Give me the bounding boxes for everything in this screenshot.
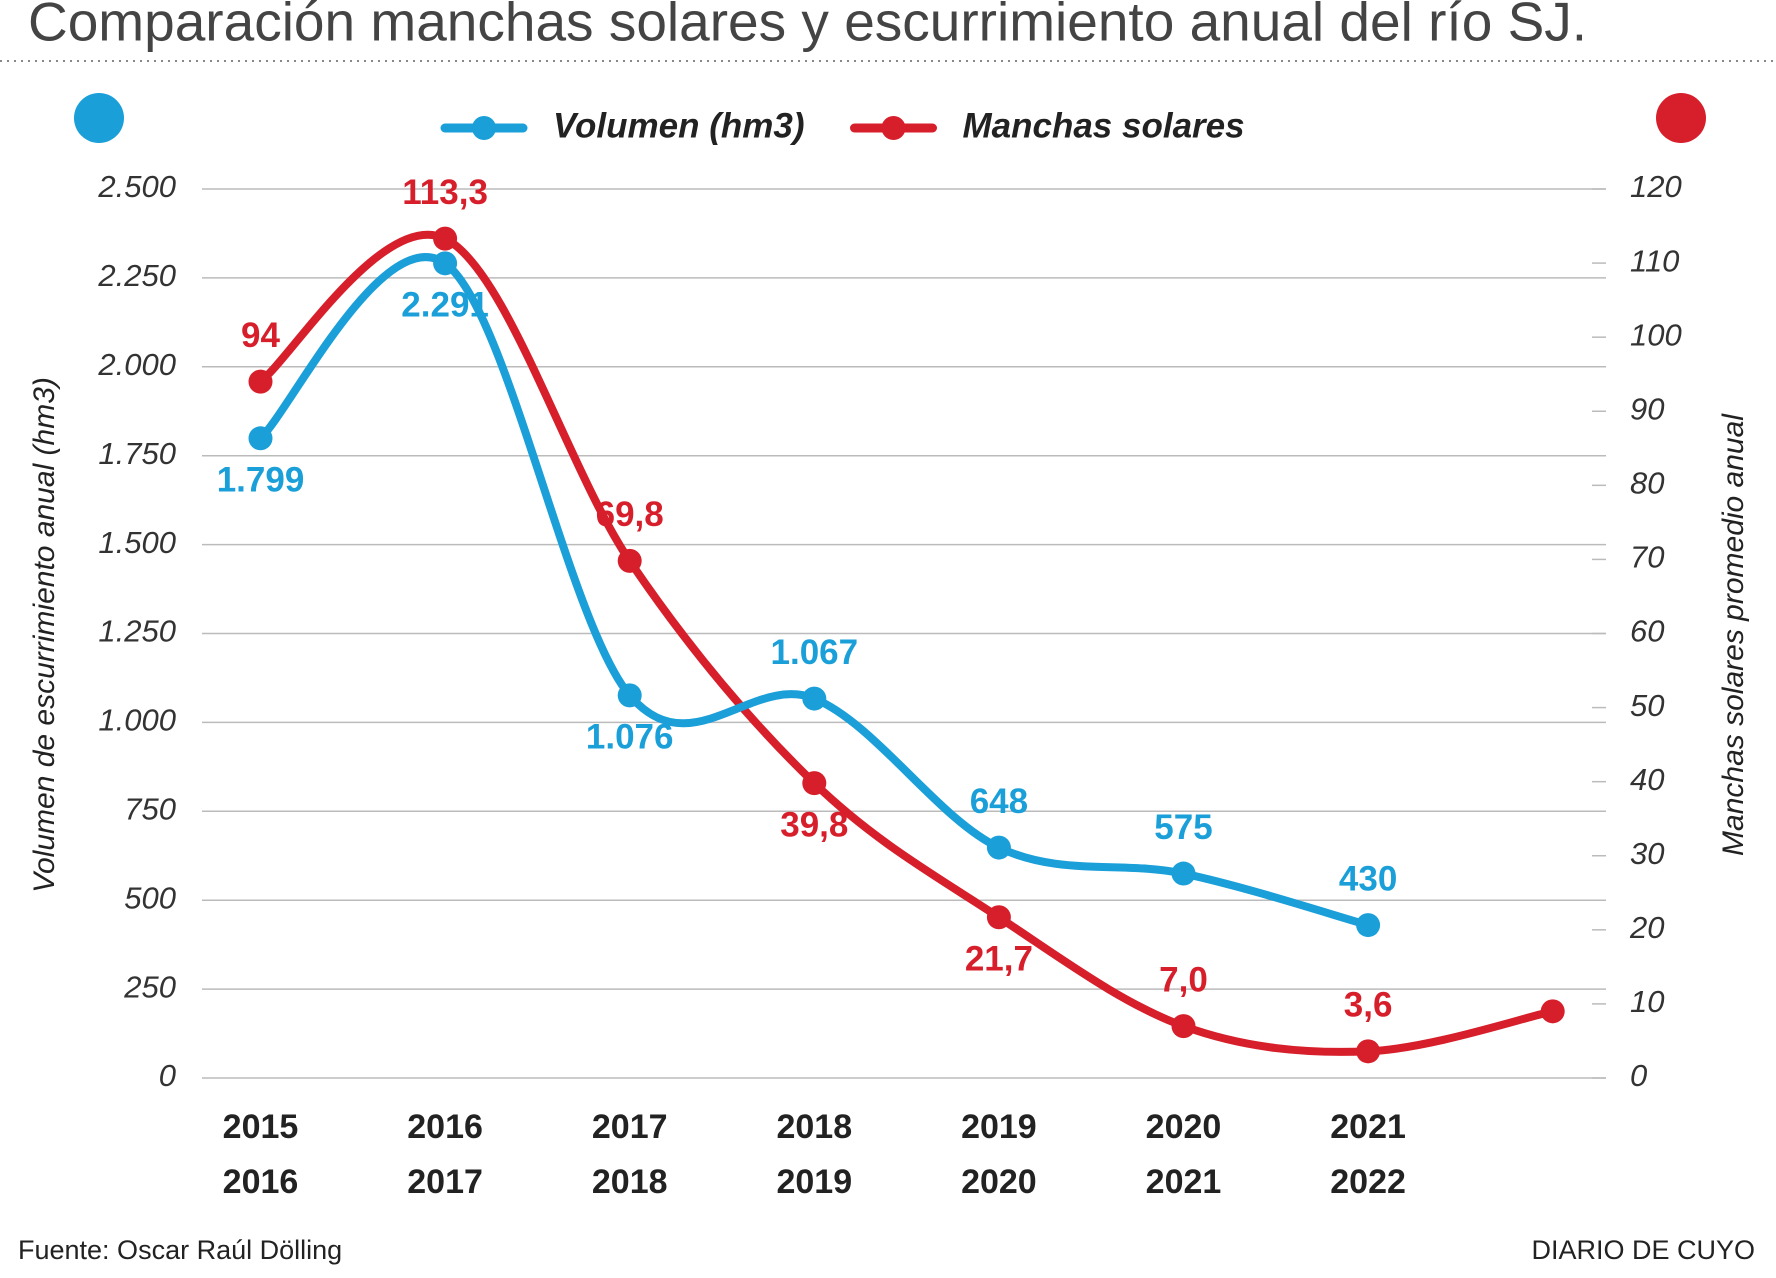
data-label: 575 <box>1154 808 1212 847</box>
x-tick-label: 2017 <box>407 1163 483 1201</box>
y2-tick-label: 0 <box>1630 1058 1647 1093</box>
data-label: 7,0 <box>1159 960 1208 999</box>
point <box>802 771 827 796</box>
x-tick-label: 2020 <box>1146 1108 1222 1146</box>
y2-tick-label: 50 <box>1630 688 1664 723</box>
point <box>986 835 1011 860</box>
y2-tick-label: 20 <box>1629 910 1664 945</box>
data-label: 94 <box>241 316 280 355</box>
y-tick-label: 500 <box>124 880 176 915</box>
legend-marker <box>472 116 496 140</box>
y-tick-label: 2.250 <box>97 258 176 293</box>
chart-title: Comparación manchas solares y escurrimie… <box>28 0 1587 53</box>
point <box>248 426 273 451</box>
y2-axis-title: Manchas solares promedio anual <box>1717 413 1750 856</box>
y2-tick-label: 30 <box>1630 836 1664 871</box>
point <box>248 369 273 394</box>
y-tick-label: 1.000 <box>98 703 176 738</box>
data-label: 430 <box>1339 859 1397 898</box>
legend-label: Manchas solares <box>963 106 1245 145</box>
data-label: 648 <box>970 782 1028 821</box>
x-tick-label: 2019 <box>776 1163 852 1201</box>
x-tick-label: 2018 <box>776 1108 852 1146</box>
point <box>802 686 827 711</box>
y2-tick-label: 40 <box>1630 762 1664 797</box>
point <box>1356 1039 1381 1064</box>
point <box>617 683 642 708</box>
source: Fuente: Oscar Raúl Dölling <box>18 1235 342 1265</box>
y-tick-label: 0 <box>159 1058 176 1093</box>
x-tick-label: 2018 <box>592 1163 668 1201</box>
x-tick-label: 2015 <box>223 1108 299 1146</box>
y-tick-label: 2.500 <box>97 169 176 204</box>
x-tick-label: 2020 <box>961 1163 1037 1201</box>
x-tick-label: 2016 <box>223 1163 299 1201</box>
y-tick-label: 250 <box>123 969 176 1004</box>
point <box>1171 1014 1196 1039</box>
x-tick-label: 2016 <box>407 1108 483 1146</box>
point <box>1540 999 1565 1024</box>
y-tick-label: 1.500 <box>98 525 176 560</box>
series-line <box>256 231 1557 1056</box>
y-tick-label: 2.000 <box>97 347 176 382</box>
y-tick-label: 750 <box>124 791 176 826</box>
y2-tick-label: 120 <box>1630 169 1682 204</box>
left-axis-indicator <box>74 93 124 143</box>
data-label: 69,8 <box>596 495 664 534</box>
legend: Volumen (hm3) Manchas solares <box>440 106 1245 145</box>
data-label: 3,6 <box>1344 986 1393 1025</box>
data-label: 39,8 <box>780 805 848 844</box>
point <box>433 251 458 276</box>
y-tick-label: 1.250 <box>98 614 176 649</box>
data-label: 21,7 <box>965 939 1033 978</box>
x-tick-label: 2019 <box>961 1108 1037 1146</box>
y2-tick-label: 100 <box>1630 317 1682 352</box>
y2-tick-label: 70 <box>1630 540 1664 575</box>
x-tick-label: 2021 <box>1146 1163 1222 1201</box>
legend-label: Volumen (hm3) <box>553 106 805 145</box>
point <box>433 226 458 251</box>
y-axis-title: Volumen de escurrimiento anual (hm3) <box>28 377 61 893</box>
y2-tick-label: 10 <box>1630 984 1664 1019</box>
point <box>1171 861 1196 886</box>
y-tick-label: 1.750 <box>98 436 176 471</box>
point <box>617 548 642 573</box>
data-label: 113,3 <box>402 173 488 212</box>
legend-marker <box>881 116 906 140</box>
data-label: 1.076 <box>586 718 674 757</box>
x-tick-label: 2017 <box>592 1108 668 1146</box>
y2-tick-label: 110 <box>1630 243 1679 278</box>
data-label: 1.799 <box>217 461 305 500</box>
x-tick-label: 2022 <box>1330 1163 1406 1201</box>
y2-tick-label: 60 <box>1630 614 1664 649</box>
y2-tick-label: 90 <box>1630 391 1664 426</box>
x-tick-label: 2021 <box>1330 1108 1406 1146</box>
y2-tick-label: 80 <box>1630 466 1664 501</box>
point <box>986 905 1011 930</box>
data-label: 2.291 <box>401 286 489 325</box>
brand: DIARIO DE CUYO <box>1531 1235 1755 1265</box>
right-axis-indicator <box>1656 93 1706 143</box>
point <box>1356 913 1381 938</box>
data-label: 1.067 <box>771 633 859 672</box>
